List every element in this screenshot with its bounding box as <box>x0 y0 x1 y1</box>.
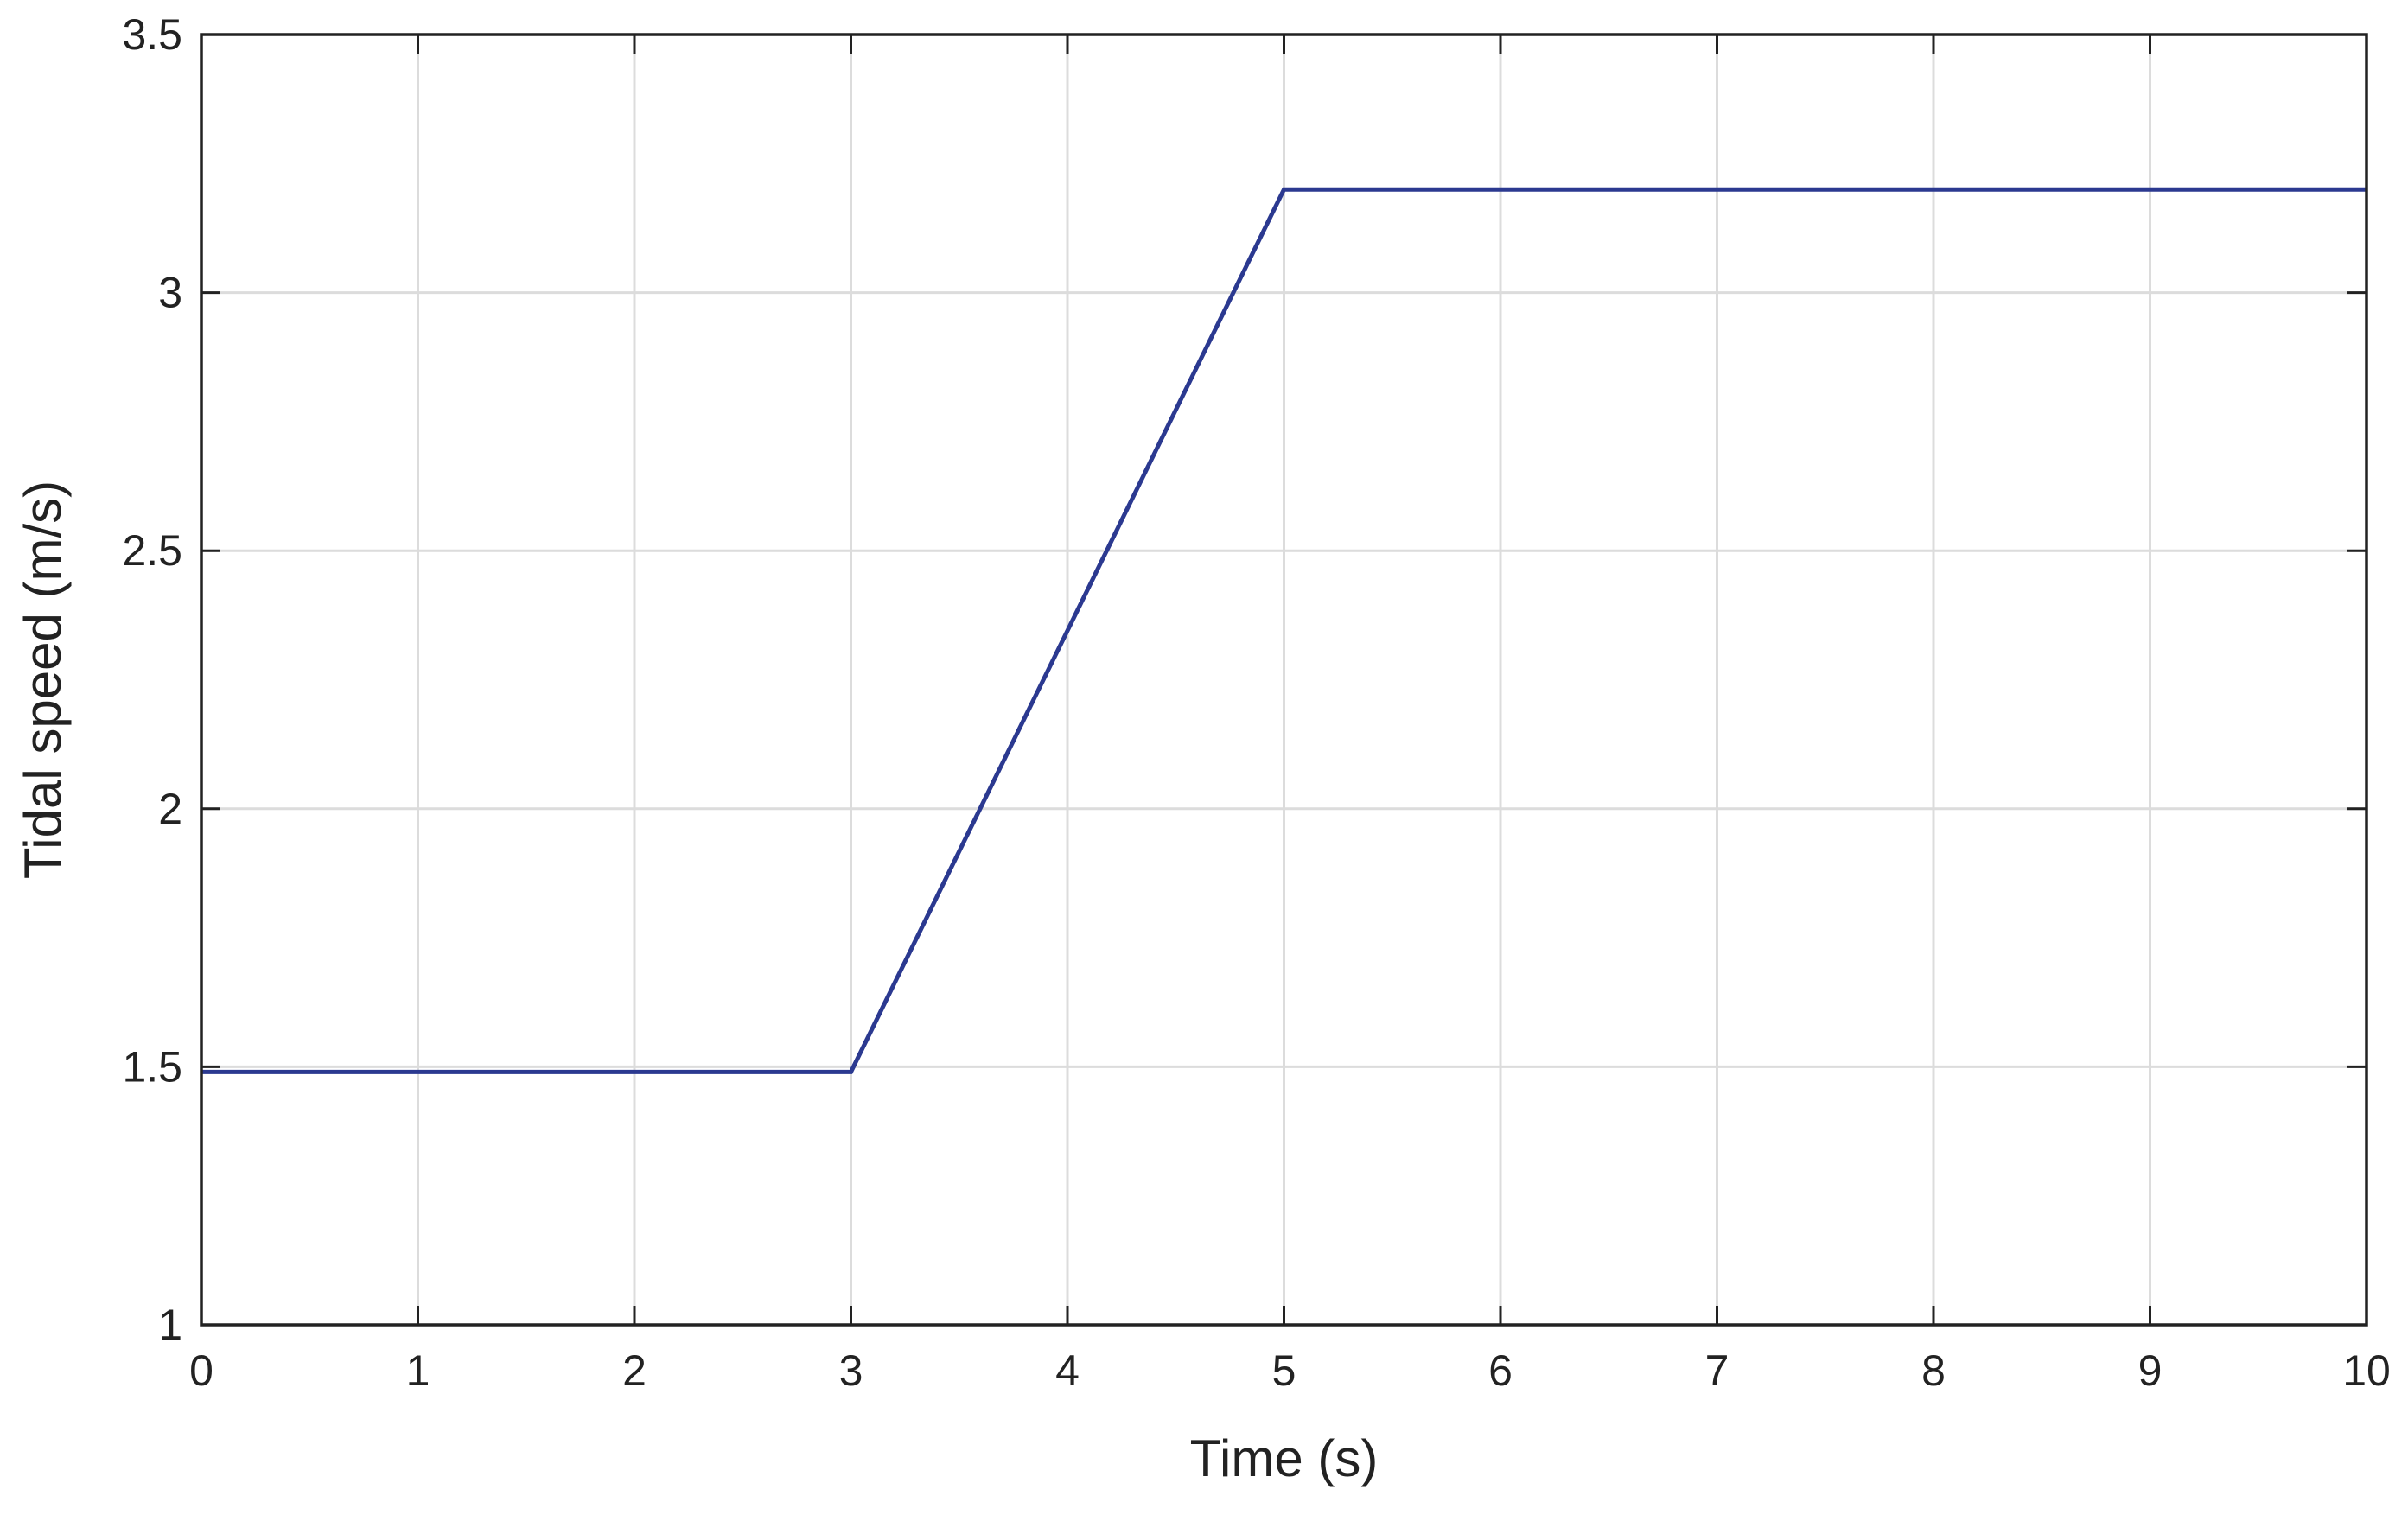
x-axis-label: Time (s) <box>1190 1429 1379 1487</box>
x-tick-label: 9 <box>2138 1346 2163 1395</box>
x-tick-label: 0 <box>189 1346 213 1395</box>
x-tick-label: 4 <box>1055 1346 1080 1395</box>
series-line <box>201 187 2367 1074</box>
y-tick-label: 3.5 <box>122 10 182 59</box>
x-tick-label: 3 <box>839 1346 863 1395</box>
x-tick-label: 7 <box>1705 1346 1730 1395</box>
y-tick-label: 3 <box>158 269 182 317</box>
y-tick-label: 2 <box>158 785 182 833</box>
y-tick-label: 2.5 <box>122 526 182 575</box>
x-tick-label: 2 <box>622 1346 647 1395</box>
x-tick-labels: 0 1 2 3 4 5 6 7 8 9 10 <box>189 1346 2391 1395</box>
x-tick-label: 10 <box>2342 1346 2391 1395</box>
x-tick-label: 5 <box>1272 1346 1296 1395</box>
y-tick-label: 1.5 <box>122 1042 182 1091</box>
y-tick-labels: 1 1.5 2 2.5 3 3.5 <box>122 10 182 1349</box>
grid-lines <box>201 35 2367 1325</box>
y-tick-label: 1 <box>158 1301 182 1349</box>
tick-marks <box>200 33 2368 1327</box>
x-tick-label: 6 <box>1488 1346 1513 1395</box>
x-tick-label: 8 <box>1921 1346 1946 1395</box>
x-tick-label: 1 <box>406 1346 430 1395</box>
y-axis-label: Tidal speed (m/s) <box>14 481 72 879</box>
series-layer <box>201 187 2367 1074</box>
